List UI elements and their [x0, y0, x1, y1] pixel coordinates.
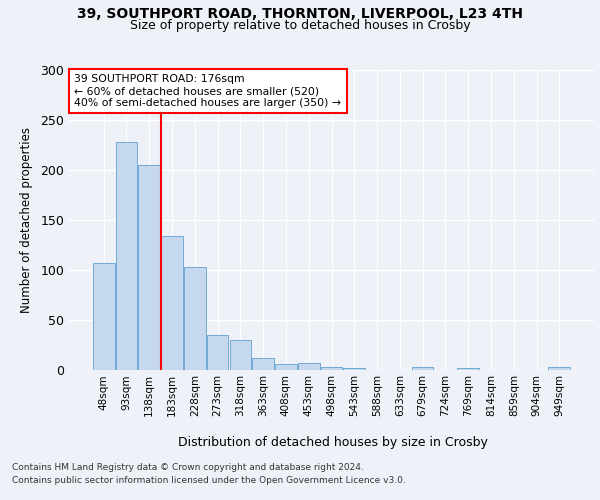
Bar [161, 236, 183, 370]
Y-axis label: Number of detached properties: Number of detached properties [20, 127, 34, 313]
Bar [343, 368, 365, 370]
Bar [320, 367, 343, 370]
Bar [93, 263, 115, 370]
Bar [253, 358, 274, 370]
Bar [548, 367, 570, 370]
Bar [298, 363, 320, 370]
Text: Distribution of detached houses by size in Crosby: Distribution of detached houses by size … [178, 436, 488, 449]
Text: Contains HM Land Registry data © Crown copyright and database right 2024.: Contains HM Land Registry data © Crown c… [12, 464, 364, 472]
Text: 39, SOUTHPORT ROAD, THORNTON, LIVERPOOL, L23 4TH: 39, SOUTHPORT ROAD, THORNTON, LIVERPOOL,… [77, 8, 523, 22]
Text: 39 SOUTHPORT ROAD: 176sqm
← 60% of detached houses are smaller (520)
40% of semi: 39 SOUTHPORT ROAD: 176sqm ← 60% of detac… [74, 74, 341, 108]
Bar [275, 364, 297, 370]
Bar [457, 368, 479, 370]
Text: Contains public sector information licensed under the Open Government Licence v3: Contains public sector information licen… [12, 476, 406, 485]
Bar [207, 335, 229, 370]
Bar [116, 142, 137, 370]
Text: Size of property relative to detached houses in Crosby: Size of property relative to detached ho… [130, 18, 470, 32]
Bar [184, 267, 206, 370]
Bar [230, 340, 251, 370]
Bar [412, 367, 433, 370]
Bar [139, 165, 160, 370]
